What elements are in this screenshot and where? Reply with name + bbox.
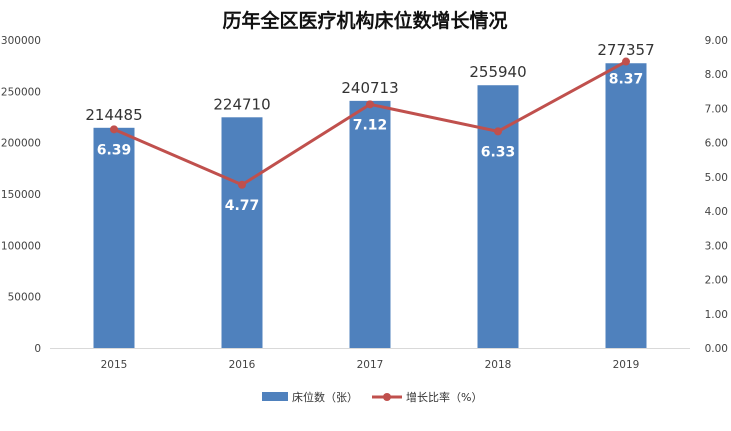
rate-value-label: 6.33	[481, 144, 516, 160]
bar-value-label: 255940	[469, 63, 526, 81]
line-series	[110, 57, 630, 189]
bar	[349, 100, 391, 349]
rate-value-label: 7.12	[353, 117, 388, 133]
y-left-tick-label: 150000	[1, 189, 41, 201]
y-right-tick-label: 8.00	[705, 69, 728, 81]
y-left-tick-label: 0	[34, 343, 41, 355]
data-labels: 214485 224710 240713 255940 277357 6.39 4.77 7.…	[85, 41, 654, 214]
rate-point	[366, 100, 374, 109]
y-left-tick-label: 200000	[1, 138, 41, 150]
bar	[221, 117, 263, 348]
bar-value-label: 224710	[213, 95, 270, 113]
x-tick-label: 2019	[613, 359, 640, 371]
rate-point	[238, 180, 246, 189]
x-tick-label: 2017	[357, 359, 384, 371]
y-right-tick-label: 3.00	[705, 240, 728, 252]
y-right-tick-label: 7.00	[705, 103, 728, 115]
y-right-tick-label: 2.00	[705, 275, 728, 287]
bar-value-label: 277357	[597, 41, 654, 59]
bar-value-label: 240713	[341, 79, 398, 97]
x-tick-label: 2015	[101, 359, 128, 371]
legend: 床位数（张） 增长比率（%）	[262, 390, 482, 404]
legend-bar-label: 床位数（张）	[292, 390, 358, 404]
bar-series	[93, 63, 647, 349]
bar-value-label: 214485	[85, 106, 142, 124]
y-right-tick-label: 9.00	[705, 35, 728, 47]
rate-value-label: 4.77	[225, 198, 260, 214]
rate-point	[110, 125, 118, 134]
chart-title: 历年全区医疗机构床位数增长情况	[222, 9, 507, 32]
bar	[605, 63, 647, 348]
bar	[93, 127, 135, 348]
legend-line-marker	[383, 393, 391, 401]
y-right-tick-label: 6.00	[705, 138, 728, 150]
legend-line-label: 增长比率（%）	[406, 390, 482, 404]
x-tick-label: 2016	[229, 359, 256, 371]
y-right-tick-label: 1.00	[705, 309, 728, 321]
rate-value-label: 6.39	[97, 142, 132, 158]
rate-value-label: 8.37	[609, 72, 644, 88]
y-right-tick-label: 4.00	[705, 206, 728, 218]
legend-bar-swatch	[262, 392, 288, 401]
axes: 0 50000 100000 150000 200000 250000 300000 0.00…	[1, 35, 728, 371]
y-left-tick-label: 50000	[8, 292, 41, 304]
y-left-tick-label: 100000	[1, 240, 41, 252]
rate-point	[622, 57, 630, 66]
rate-point	[494, 127, 502, 136]
y-left-tick-label: 300000	[1, 35, 41, 47]
y-right-tick-label: 5.00	[705, 172, 728, 184]
y-right-tick-label: 0.00	[705, 343, 728, 355]
y-left-tick-label: 250000	[1, 86, 41, 98]
x-tick-label: 2018	[485, 359, 512, 371]
